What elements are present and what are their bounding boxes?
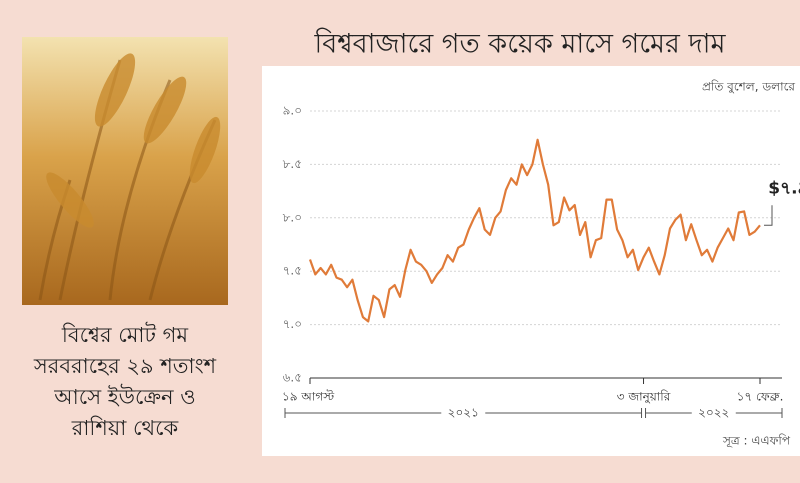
x-tick-label: ১৯ আগস্ট (282, 390, 335, 404)
source: সূত্র : এএফপি (722, 434, 791, 449)
price-line (308, 138, 761, 323)
chart-title: বিশ্ববাজারে গত কয়েক মাসে গমের দাম (313, 28, 726, 60)
x-tick-label: ৩ জানুয়ারি (617, 390, 671, 405)
chart-panel (262, 66, 800, 456)
y-tick-label: ৬.৫ (283, 371, 302, 385)
year-label-bg (441, 405, 486, 421)
sidebar-line: সরবরাহের ২৯ শতাংশ (33, 354, 217, 378)
y-tick-label: ৮.৫ (283, 157, 302, 171)
year-label-bg (691, 405, 736, 421)
sidebar-line: বিশ্বের মোট গম (61, 322, 189, 347)
year-label: ২০২১ (448, 406, 479, 420)
value-label: $৭.৯৩ (768, 178, 800, 198)
y-tick-label: ৭.৫ (283, 264, 302, 278)
sidebar-text: বিশ্বের মোট গম সরবরাহের ২৯ শতাংশ আসে ইউক্র… (33, 322, 217, 440)
sidebar-line: রাশিয়া থেকে (71, 416, 179, 440)
y-axis-label: প্রতি বুশেল, ডলারে (702, 80, 795, 95)
annotation-leader (764, 205, 773, 226)
y-tick-label: ৯.০ (283, 104, 302, 118)
y-tick-label: ৮.০ (283, 210, 302, 224)
wheat-ears (46, 53, 221, 228)
year-label: ২০২২ (698, 406, 729, 420)
x-tick-label: ১৭ ফেব্রু. (737, 390, 784, 404)
sidebar-line: আসে ইউক্রেন ও (53, 384, 195, 409)
y-tick-label: ৭.০ (283, 317, 302, 331)
